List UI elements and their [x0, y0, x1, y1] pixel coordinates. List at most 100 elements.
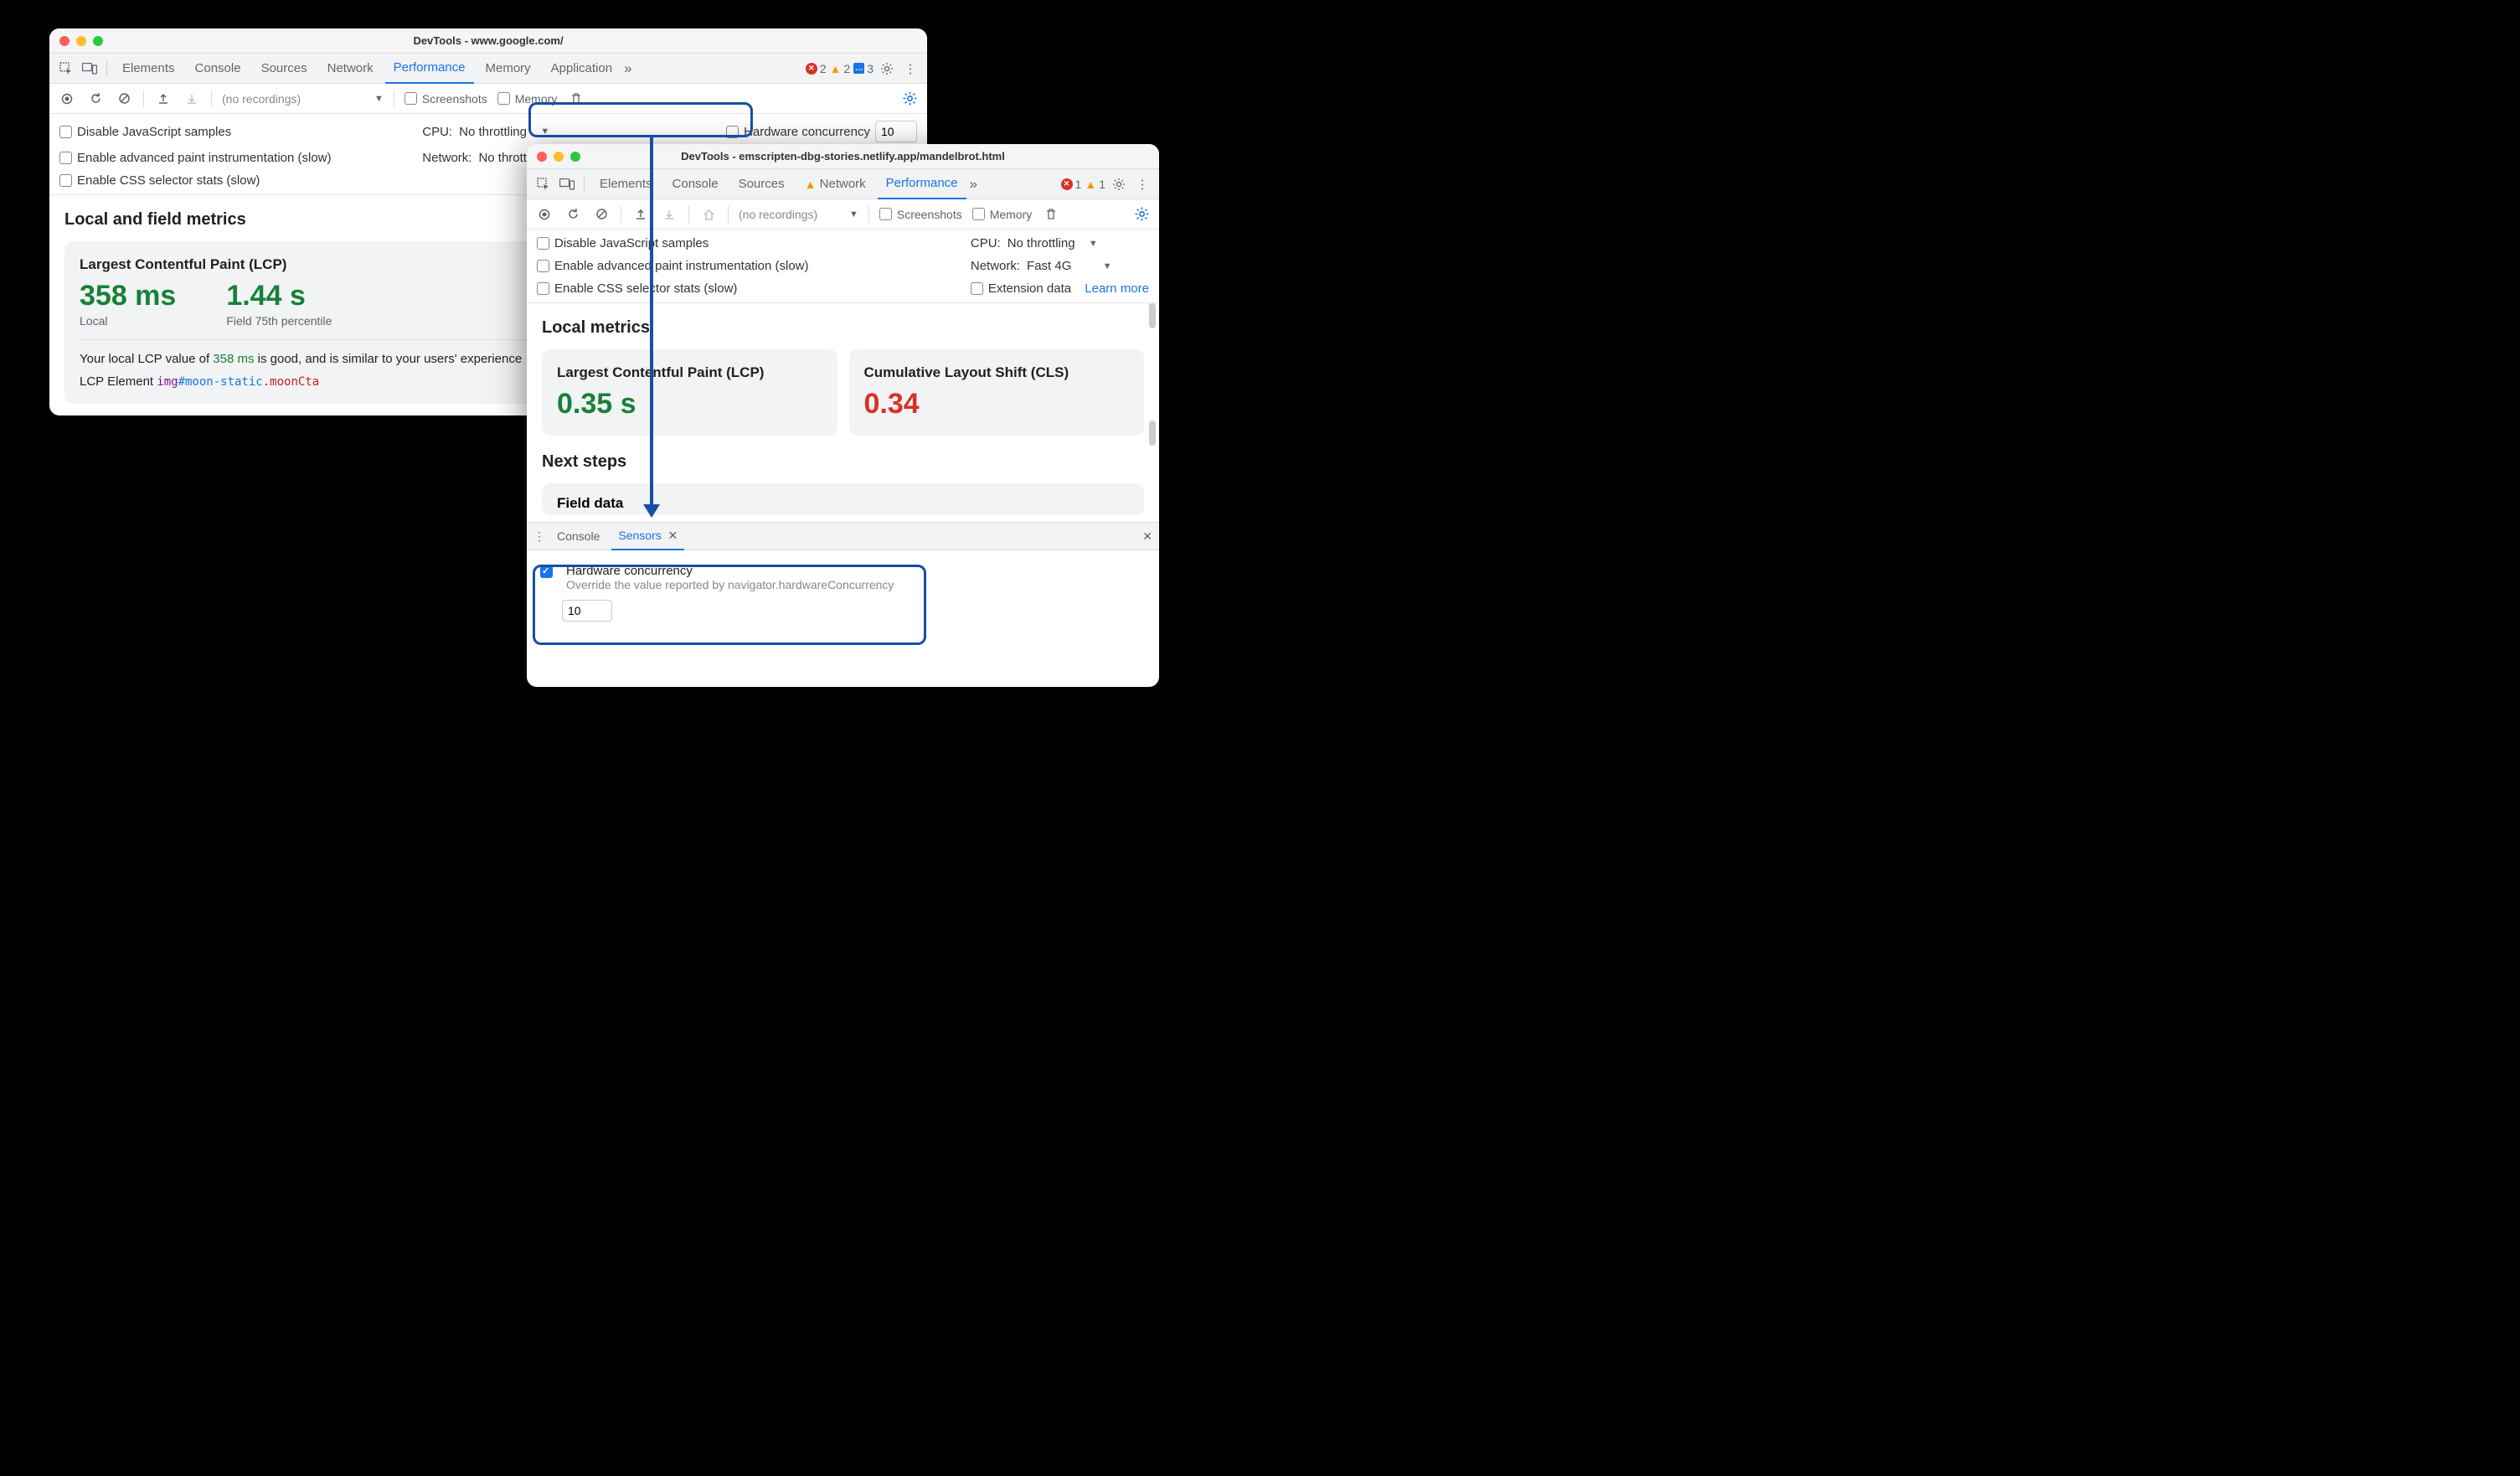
advanced-paint-checkbox[interactable]: Enable advanced paint instrumentation (s…: [59, 151, 397, 165]
field-metric: 1.44 s Field 75th percentile: [226, 280, 332, 328]
drawer-tabbar: ⋮ Console Sensors ✕ ✕: [527, 522, 1159, 550]
learn-more-link[interactable]: Learn more: [1085, 281, 1149, 296]
more-tabs-icon[interactable]: »: [624, 60, 631, 77]
warning-icon: ▲: [805, 178, 817, 191]
css-stats-checkbox[interactable]: Enable CSS selector stats (slow): [59, 173, 397, 188]
perf-toolbar: (no recordings) ▼ Screenshots Memory: [527, 199, 1159, 230]
kebab-icon[interactable]: ⋮: [1132, 174, 1152, 194]
network-select[interactable]: Fast 4G ▼: [1027, 259, 1111, 273]
memory-checkbox[interactable]: Memory: [497, 92, 558, 106]
disable-js-checkbox[interactable]: Disable JavaScript samples: [59, 125, 397, 139]
kebab-icon[interactable]: ⋮: [533, 529, 545, 544]
disable-js-checkbox[interactable]: Disable JavaScript samples: [537, 236, 946, 250]
record-icon[interactable]: [535, 205, 554, 224]
cpu-select[interactable]: No throttling ▼: [459, 125, 549, 139]
device-toolbar-icon[interactable]: [80, 59, 100, 79]
window-title: DevTools - www.google.com/: [49, 34, 927, 47]
error-icon: [806, 63, 817, 75]
css-stats-checkbox[interactable]: Enable CSS selector stats (slow): [537, 281, 946, 296]
traffic-lights: [49, 36, 103, 46]
minimize-icon[interactable]: [76, 36, 86, 46]
zoom-icon[interactable]: [570, 152, 580, 162]
hardware-concurrency-checkbox[interactable]: Hardware concurrency: [726, 125, 870, 139]
error-icon: [1061, 178, 1073, 190]
tab-application[interactable]: Application: [543, 54, 621, 84]
field-label: Field 75th percentile: [226, 314, 332, 328]
status-icons[interactable]: 2 ▲2 3: [806, 62, 873, 75]
section-title: Local metrics: [542, 318, 1144, 338]
scrollbar[interactable]: [1149, 303, 1156, 328]
tab-sources[interactable]: Sources: [730, 169, 793, 199]
gear-icon[interactable]: [1109, 174, 1129, 194]
memory-checkbox[interactable]: Memory: [972, 208, 1033, 221]
hardware-concurrency-checkbox[interactable]: [540, 565, 553, 578]
divider: [106, 61, 107, 76]
clear-icon[interactable]: [592, 205, 611, 224]
trash-icon[interactable]: [1042, 205, 1060, 224]
warning-count: 1: [1099, 178, 1105, 191]
download-icon[interactable]: [660, 205, 678, 224]
capture-options: Disable JavaScript samples CPU: No thrott…: [527, 230, 1159, 303]
upload-icon[interactable]: [154, 90, 173, 108]
cpu-label: CPU:: [422, 125, 452, 139]
more-tabs-icon[interactable]: »: [970, 176, 977, 193]
field-value: 1.44 s: [226, 280, 332, 312]
gear-icon[interactable]: [877, 59, 897, 79]
divider: [584, 177, 585, 192]
tab-performance[interactable]: Performance: [878, 169, 966, 199]
upload-icon[interactable]: [631, 205, 650, 224]
close-icon[interactable]: ✕: [668, 529, 678, 543]
close-icon[interactable]: [537, 152, 547, 162]
scrollbar[interactable]: [1149, 421, 1156, 446]
metrics-content: Local metrics Largest Contentful Paint (…: [527, 303, 1159, 522]
hardware-concurrency-input[interactable]: [562, 600, 612, 622]
tab-network[interactable]: Network: [319, 54, 382, 84]
minimize-icon[interactable]: [554, 152, 564, 162]
download-icon[interactable]: [183, 90, 201, 108]
zoom-icon[interactable]: [93, 36, 103, 46]
home-icon[interactable]: [699, 205, 718, 224]
cpu-label: CPU:: [971, 236, 1001, 250]
arrow-head-icon: [643, 504, 660, 518]
sensors-panel: Hardware concurrency Override the value …: [527, 550, 1159, 635]
hardware-concurrency-input[interactable]: [875, 121, 917, 142]
recording-select[interactable]: (no recordings): [222, 92, 364, 106]
divider: [143, 90, 144, 107]
tab-memory[interactable]: Memory: [477, 54, 539, 84]
drawer-tab-sensors[interactable]: Sensors ✕: [611, 522, 684, 550]
tab-network[interactable]: ▲ Network: [796, 169, 874, 199]
reload-icon[interactable]: [86, 90, 105, 108]
reload-icon[interactable]: [564, 205, 582, 224]
inspect-icon[interactable]: [56, 59, 76, 79]
trash-icon[interactable]: [567, 90, 585, 108]
panel-gear-icon[interactable]: [1132, 205, 1151, 224]
main-tabbar: Elements Console Sources ▲ Network Perfo…: [527, 169, 1159, 199]
tab-sources[interactable]: Sources: [253, 54, 316, 84]
tab-console[interactable]: Console: [187, 54, 250, 84]
drawer-tab-console[interactable]: Console: [550, 522, 606, 550]
cpu-select[interactable]: No throttling ▼: [1007, 236, 1098, 250]
tab-elements[interactable]: Elements: [114, 54, 183, 84]
screenshots-checkbox[interactable]: Screenshots: [405, 92, 487, 106]
kebab-icon[interactable]: ⋮: [900, 59, 920, 79]
screenshots-checkbox[interactable]: Screenshots: [879, 208, 962, 221]
tab-console[interactable]: Console: [664, 169, 727, 199]
inspect-icon[interactable]: [533, 174, 554, 194]
advanced-paint-checkbox[interactable]: Enable advanced paint instrumentation (s…: [537, 259, 946, 273]
divider: [688, 206, 689, 223]
panel-gear-icon[interactable]: [900, 90, 919, 108]
tab-performance[interactable]: Performance: [385, 54, 474, 84]
next-steps-title: Next steps: [542, 452, 1144, 472]
close-icon[interactable]: [59, 36, 70, 46]
devtools-window-2: DevTools - emscripten-dbg-stories.netlif…: [527, 144, 1159, 687]
close-drawer-icon[interactable]: ✕: [1142, 529, 1152, 544]
extension-data-checkbox[interactable]: Extension data: [971, 281, 1071, 296]
status-icons[interactable]: 1 ▲1: [1061, 178, 1105, 191]
local-label: Local: [80, 314, 176, 328]
recording-select[interactable]: (no recordings): [739, 208, 839, 221]
clear-icon[interactable]: [115, 90, 133, 108]
error-count: 1: [1075, 178, 1082, 191]
record-icon[interactable]: [58, 90, 76, 108]
arrow-line: [650, 137, 653, 506]
device-toolbar-icon[interactable]: [557, 174, 577, 194]
